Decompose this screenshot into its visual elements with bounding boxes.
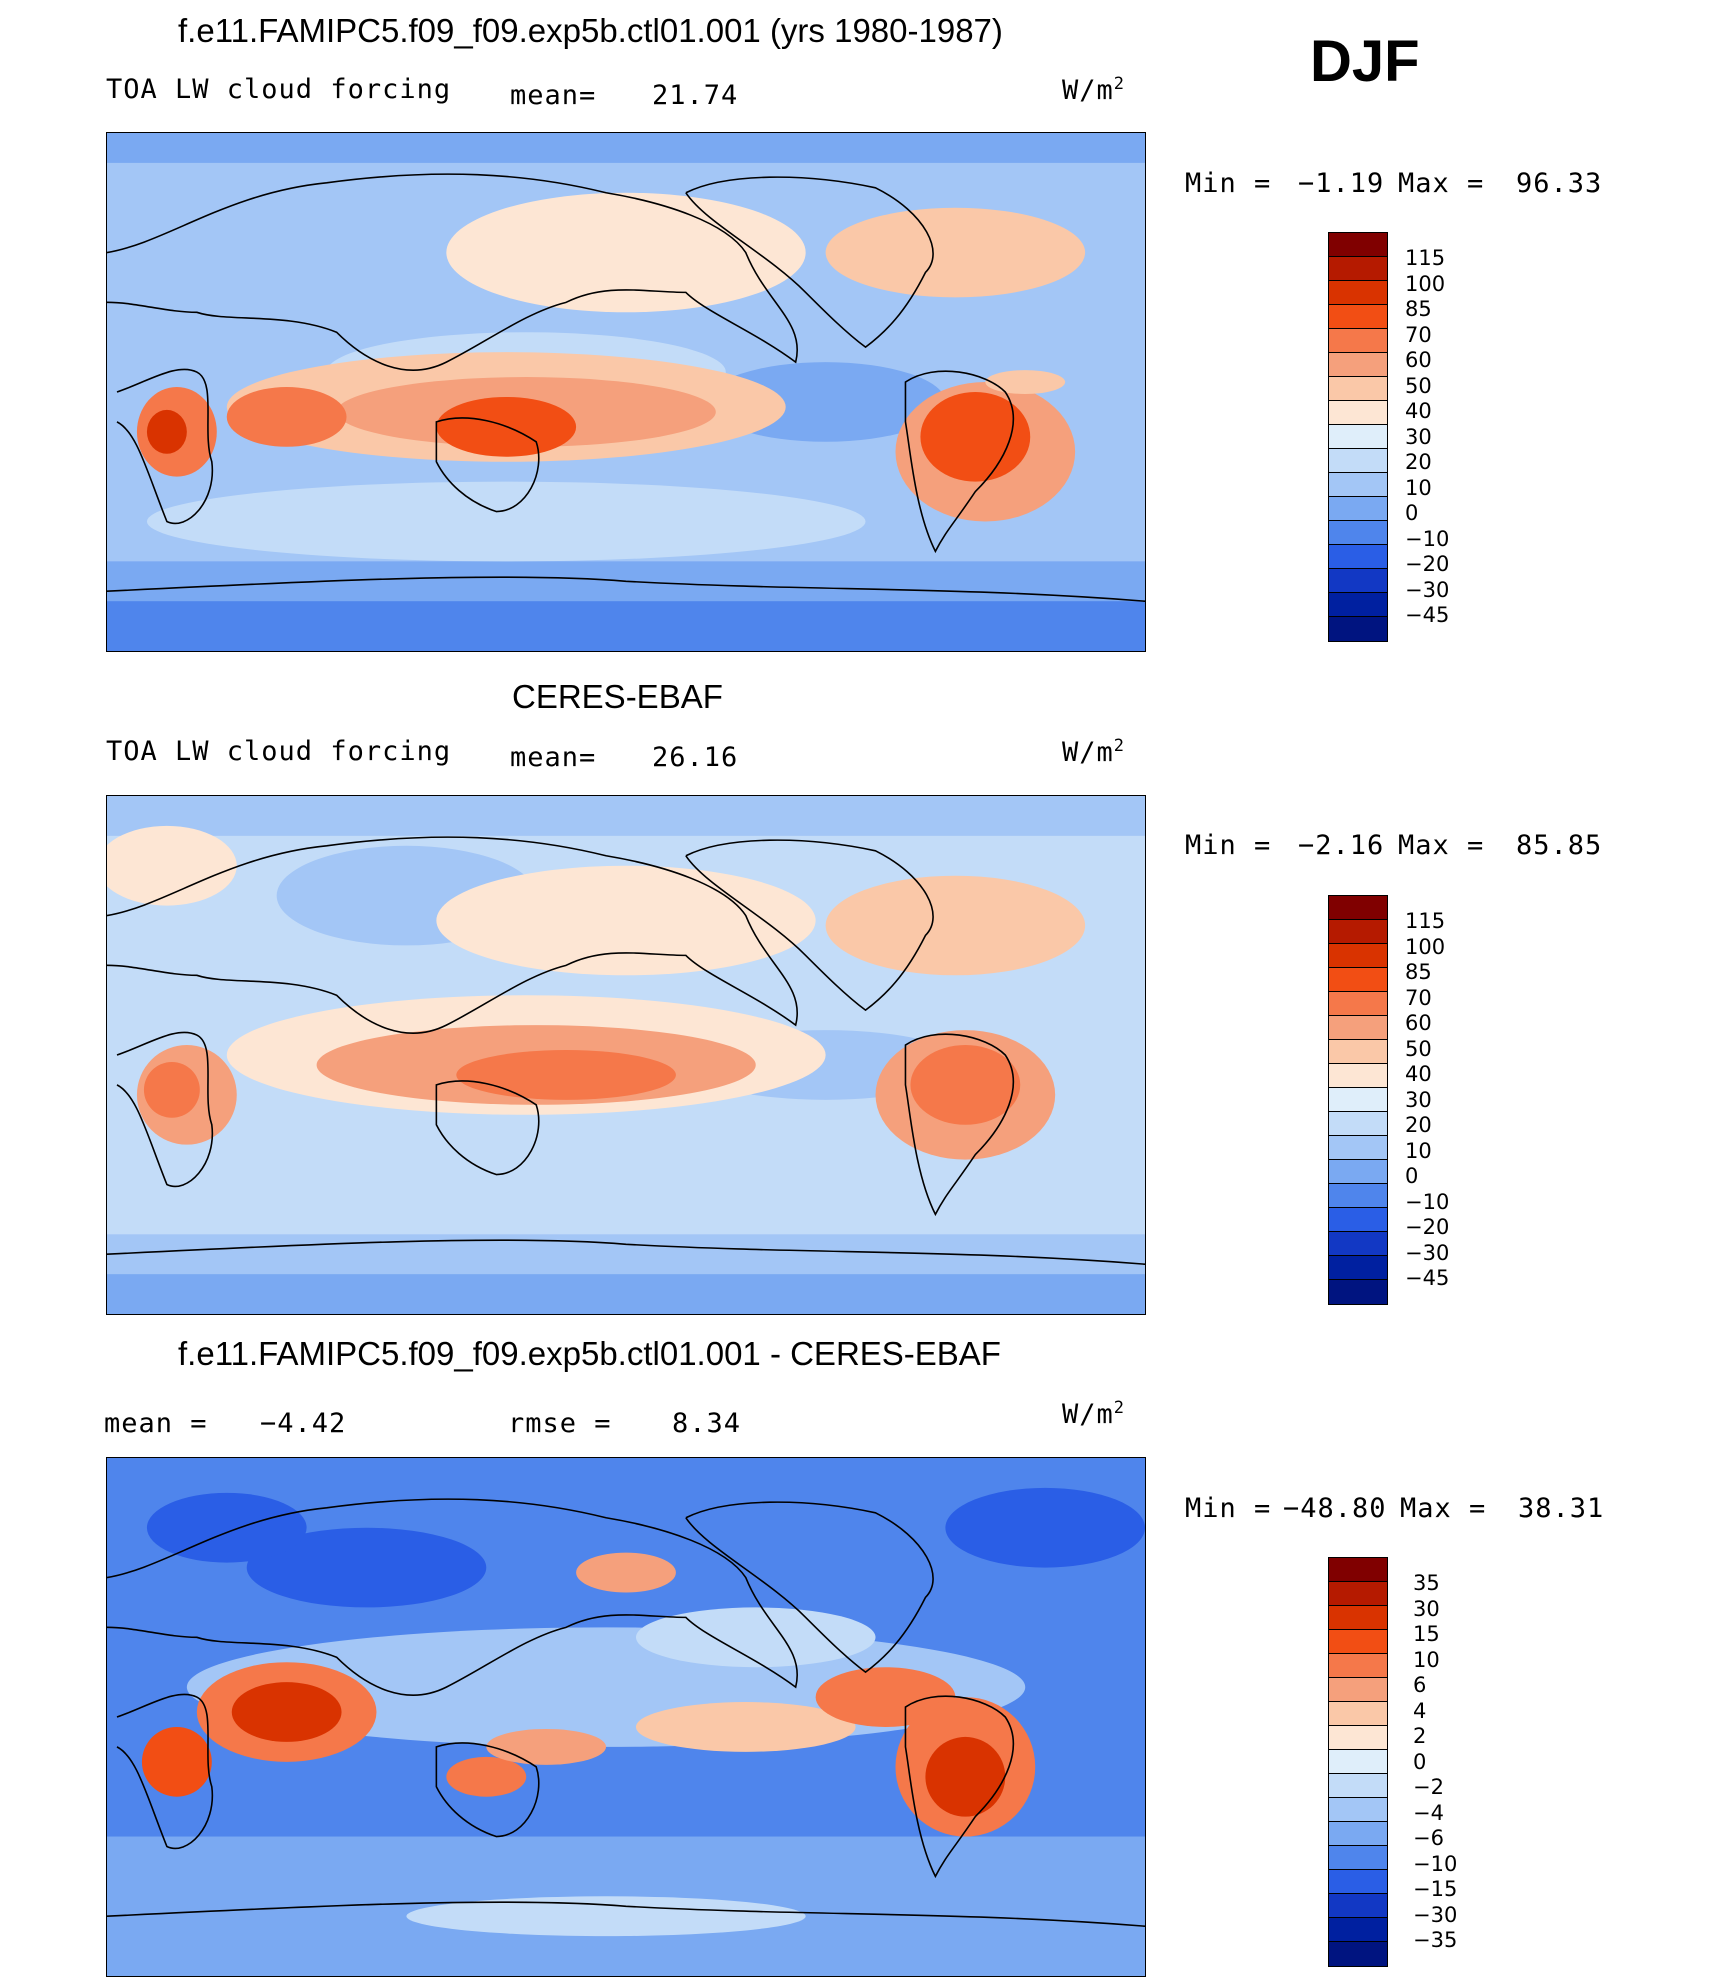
cbar3-label: 30 (1413, 1596, 1440, 1621)
cbar3-label: 10 (1413, 1647, 1440, 1672)
cbar1-label: 50 (1405, 373, 1432, 398)
cbar1-label: 0 (1405, 501, 1419, 525)
panel3-units: W/m2 (1062, 1398, 1126, 1430)
cbar3-label: 0 (1413, 1749, 1427, 1774)
cbar2-label: 0 (1405, 1164, 1419, 1188)
cbar1-label: 115 (1405, 246, 1446, 270)
cbar3-label: 6 (1413, 1673, 1427, 1697)
cbar1-label: 85 (1405, 297, 1432, 321)
season-label: DJF (1310, 29, 1420, 94)
cbar1-label: −10 (1405, 526, 1450, 551)
cbar3-label: 35 (1413, 1571, 1440, 1595)
panel2-colorbar (1328, 895, 1388, 1305)
panel3-title: f.e11.FAMIPC5.f09_f09.exp5b.ctl01.001 - … (178, 1335, 1001, 1372)
cbar3-label: −15 (1413, 1877, 1458, 1901)
panel1-colorbar (1328, 232, 1388, 642)
panel3-colorbar (1328, 1557, 1388, 1967)
cbar1-label: 30 (1405, 424, 1432, 449)
cbar1-label: 70 (1405, 322, 1432, 347)
cbar2-label: 60 (1405, 1011, 1432, 1035)
cbar3-label: −6 (1413, 1826, 1444, 1850)
panel1-units: W/m2 (1062, 74, 1126, 106)
panel3-min-value: −48.80 (1283, 1493, 1387, 1524)
cbar2-label: −10 (1405, 1189, 1450, 1214)
panel2-max-value: 85.85 (1516, 830, 1603, 861)
panel3-map (106, 1457, 1146, 1977)
cbar1-label: −30 (1405, 577, 1450, 602)
cbar1-label: 100 (1405, 271, 1446, 296)
panel2-mean-value: 26.16 (652, 742, 739, 773)
cbar2-label: −20 (1405, 1215, 1450, 1239)
panel1-variable: TOA LW cloud forcing (106, 74, 452, 105)
cbar1-label: 60 (1405, 348, 1432, 372)
panel3-min-label: Min = (1185, 1493, 1272, 1524)
panel3-max-value: 38.31 (1518, 1493, 1605, 1524)
panel3-mean-value: −4.42 (260, 1408, 347, 1439)
panel3-rmse-label: rmse = (508, 1408, 612, 1439)
cbar2-label: 70 (1405, 985, 1432, 1010)
cbar1-label: −20 (1405, 552, 1450, 576)
cbar3-label: 2 (1413, 1724, 1427, 1748)
cbar3-label: 15 (1413, 1622, 1440, 1646)
cbar1-label: 40 (1405, 399, 1432, 423)
cbar3-label: 4 (1413, 1698, 1427, 1723)
panel2-variable: TOA LW cloud forcing (106, 736, 452, 767)
cbar2-label: 10 (1405, 1138, 1432, 1163)
panel1-min-label: Min = (1185, 168, 1272, 199)
panel2-units: W/m2 (1062, 736, 1126, 768)
cbar2-label: 115 (1405, 909, 1446, 933)
cbar3-label: −30 (1413, 1902, 1458, 1927)
cbar1-label: 20 (1405, 450, 1432, 474)
panel1-map (106, 132, 1146, 652)
cbar1-label: −45 (1405, 603, 1450, 627)
panel1-title: f.e11.FAMIPC5.f09_f09.exp5b.ctl01.001 (y… (178, 12, 1003, 49)
panel3-mean-label: mean = (104, 1408, 208, 1439)
panel2-min-value: −2.16 (1298, 830, 1385, 861)
panel2-map (106, 795, 1146, 1315)
panel1-mean-label: mean= (510, 80, 597, 111)
panel3-rmse-value: 8.34 (672, 1408, 742, 1439)
panel1-min-value: −1.19 (1298, 168, 1385, 199)
panel2-max-label: Max = (1398, 830, 1485, 861)
panel1-max-value: 96.33 (1516, 168, 1603, 199)
panel1-max-label: Max = (1398, 168, 1485, 199)
cbar1-label: 10 (1405, 475, 1432, 500)
cbar3-label: −10 (1413, 1851, 1458, 1876)
panel2-mean-label: mean= (510, 742, 597, 773)
panel1-mean-value: 21.74 (652, 80, 739, 111)
cbar3-label: −35 (1413, 1928, 1458, 1952)
panel2-min-label: Min = (1185, 830, 1272, 861)
cbar2-label: 30 (1405, 1087, 1432, 1112)
panel2-title: CERES-EBAF (512, 678, 723, 715)
cbar2-label: −30 (1405, 1240, 1450, 1265)
cbar2-label: 40 (1405, 1062, 1432, 1086)
cbar3-label: −4 (1413, 1800, 1444, 1825)
cbar2-label: −45 (1405, 1266, 1450, 1290)
cbar2-label: 85 (1405, 960, 1432, 984)
panel3-max-label: Max = (1400, 1493, 1487, 1524)
cbar2-label: 50 (1405, 1036, 1432, 1061)
cbar2-label: 20 (1405, 1113, 1432, 1137)
cbar3-label: −2 (1413, 1775, 1444, 1799)
cbar2-label: 100 (1405, 934, 1446, 959)
